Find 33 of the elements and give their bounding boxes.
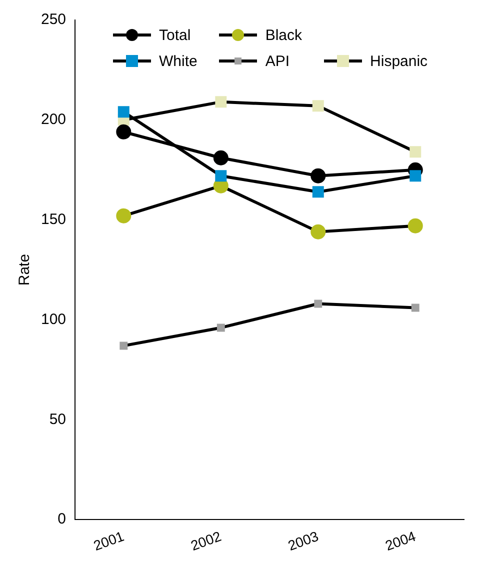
legend-label: White — [159, 52, 198, 70]
legend-label: Hispanic — [370, 52, 428, 70]
point — [215, 96, 227, 108]
point — [116, 124, 132, 140]
point — [312, 186, 324, 198]
y-tick-label: 200 — [40, 111, 66, 128]
y-tick-label: 100 — [40, 310, 66, 328]
point — [310, 168, 326, 184]
y-axis-title: Rate — [16, 254, 34, 286]
x-tick-label: 2003 — [286, 528, 321, 554]
point — [312, 100, 324, 112]
point — [118, 106, 130, 118]
point — [314, 300, 322, 308]
point — [408, 218, 423, 234]
legend-label: Total — [159, 26, 191, 44]
point — [120, 342, 128, 350]
legend-label: Black — [265, 26, 302, 44]
y-tick-label: 50 — [49, 410, 66, 428]
point — [216, 324, 225, 332]
x-tick-label: 2002 — [188, 528, 224, 554]
legend-label: API — [265, 52, 290, 70]
y-tick-label: 0 — [58, 510, 66, 528]
point — [411, 304, 420, 312]
point — [310, 224, 326, 240]
y-tick-label: 250 — [40, 11, 66, 28]
point — [116, 208, 132, 224]
point — [215, 170, 227, 182]
point — [410, 170, 422, 182]
x-tick-label: 2004 — [383, 528, 418, 554]
x-tick-label: 2001 — [91, 528, 126, 554]
y-tick-label: 150 — [40, 210, 66, 228]
point — [213, 150, 228, 166]
point — [410, 146, 422, 158]
